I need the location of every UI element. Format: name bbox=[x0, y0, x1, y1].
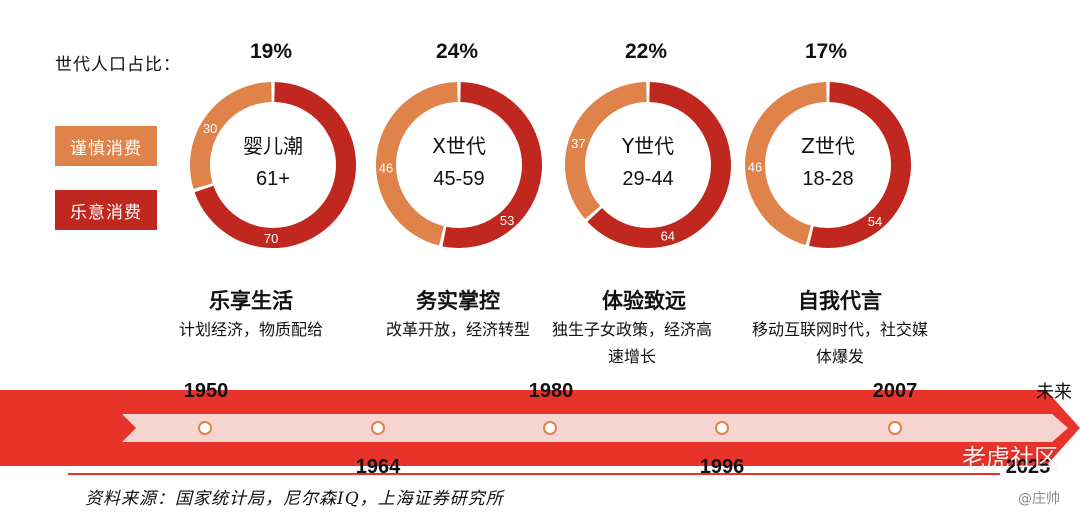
desc-boomer: 计划经济，物质配给 bbox=[178, 320, 323, 339]
timeline-node bbox=[888, 421, 902, 435]
donut-value-willing: 70 bbox=[264, 231, 278, 246]
timeline-inner-arrow bbox=[122, 414, 1068, 442]
generation-share: 17% bbox=[805, 40, 847, 63]
watermark: 老虎社区 bbox=[962, 444, 1058, 472]
theme-geny: 体验致远 bbox=[602, 288, 686, 313]
donut-slice-cautious bbox=[745, 82, 827, 245]
generation-share: 22% bbox=[625, 40, 667, 63]
generation-age: 29-44 bbox=[622, 168, 673, 190]
donut-slice-cautious bbox=[190, 82, 273, 189]
timeline-node bbox=[371, 421, 385, 435]
source-note: 资料来源：国家统计局，尼尔森IQ，上海证券研究所 bbox=[85, 489, 504, 509]
generation-name: Z世代 bbox=[801, 134, 855, 158]
year-label: 1950 bbox=[183, 380, 229, 402]
year-label: 1964 bbox=[355, 456, 401, 478]
watermark-user: @庄帅 bbox=[1018, 491, 1060, 507]
share-label: 世代人口占比： bbox=[55, 55, 181, 75]
timeline-node bbox=[543, 421, 557, 435]
desc-genz: 移动互联网时代，社交媒体爆发 bbox=[751, 320, 928, 366]
donut-slice-willing bbox=[194, 82, 356, 248]
year-label: 2007 bbox=[872, 380, 918, 402]
year-label: 1996 bbox=[699, 456, 745, 478]
donut-value-willing: 64 bbox=[661, 228, 675, 243]
donut-value-cautious: 30 bbox=[203, 121, 217, 136]
future-label: 未来 bbox=[1036, 382, 1072, 403]
generation-name: X世代 bbox=[432, 134, 486, 158]
donut-slice-willing bbox=[809, 82, 911, 248]
generation-age: 61+ bbox=[256, 168, 290, 190]
donut-value-cautious: 46 bbox=[748, 159, 762, 174]
generation-name: 婴儿潮 bbox=[243, 134, 303, 158]
legend-willing: 乐意消费 bbox=[55, 190, 157, 230]
donut-slice-cautious bbox=[376, 82, 458, 246]
donut-value-cautious: 46 bbox=[379, 161, 393, 176]
generation-share: 19% bbox=[250, 40, 292, 63]
year-label: 2025 bbox=[1005, 456, 1051, 478]
generation-age: 45-59 bbox=[433, 168, 484, 190]
timeline-node bbox=[715, 421, 729, 435]
generation-age: 18-28 bbox=[802, 168, 853, 190]
generation-name: Y世代 bbox=[621, 134, 674, 158]
donut-value-cautious: 37 bbox=[571, 136, 585, 151]
donut-slice-willing bbox=[442, 82, 542, 248]
donut-slice-willing bbox=[587, 82, 731, 248]
generation-share: 24% bbox=[436, 40, 478, 63]
donut-slice-cautious bbox=[565, 82, 647, 220]
theme-genz: 自我代言 bbox=[798, 288, 882, 313]
donut-value-willing: 54 bbox=[868, 214, 882, 229]
timeline-node bbox=[198, 421, 212, 435]
desc-geny: 独生子女政策，经济高速增长 bbox=[551, 320, 712, 366]
year-label: 1980 bbox=[528, 380, 574, 402]
donut-value-willing: 53 bbox=[500, 213, 514, 228]
theme-boomer: 乐享生活 bbox=[209, 288, 293, 313]
desc-genx: 改革开放，经济转型 bbox=[385, 320, 530, 339]
theme-genx: 务实掌控 bbox=[416, 288, 500, 313]
legend-cautious: 谨慎消费 bbox=[55, 126, 157, 166]
